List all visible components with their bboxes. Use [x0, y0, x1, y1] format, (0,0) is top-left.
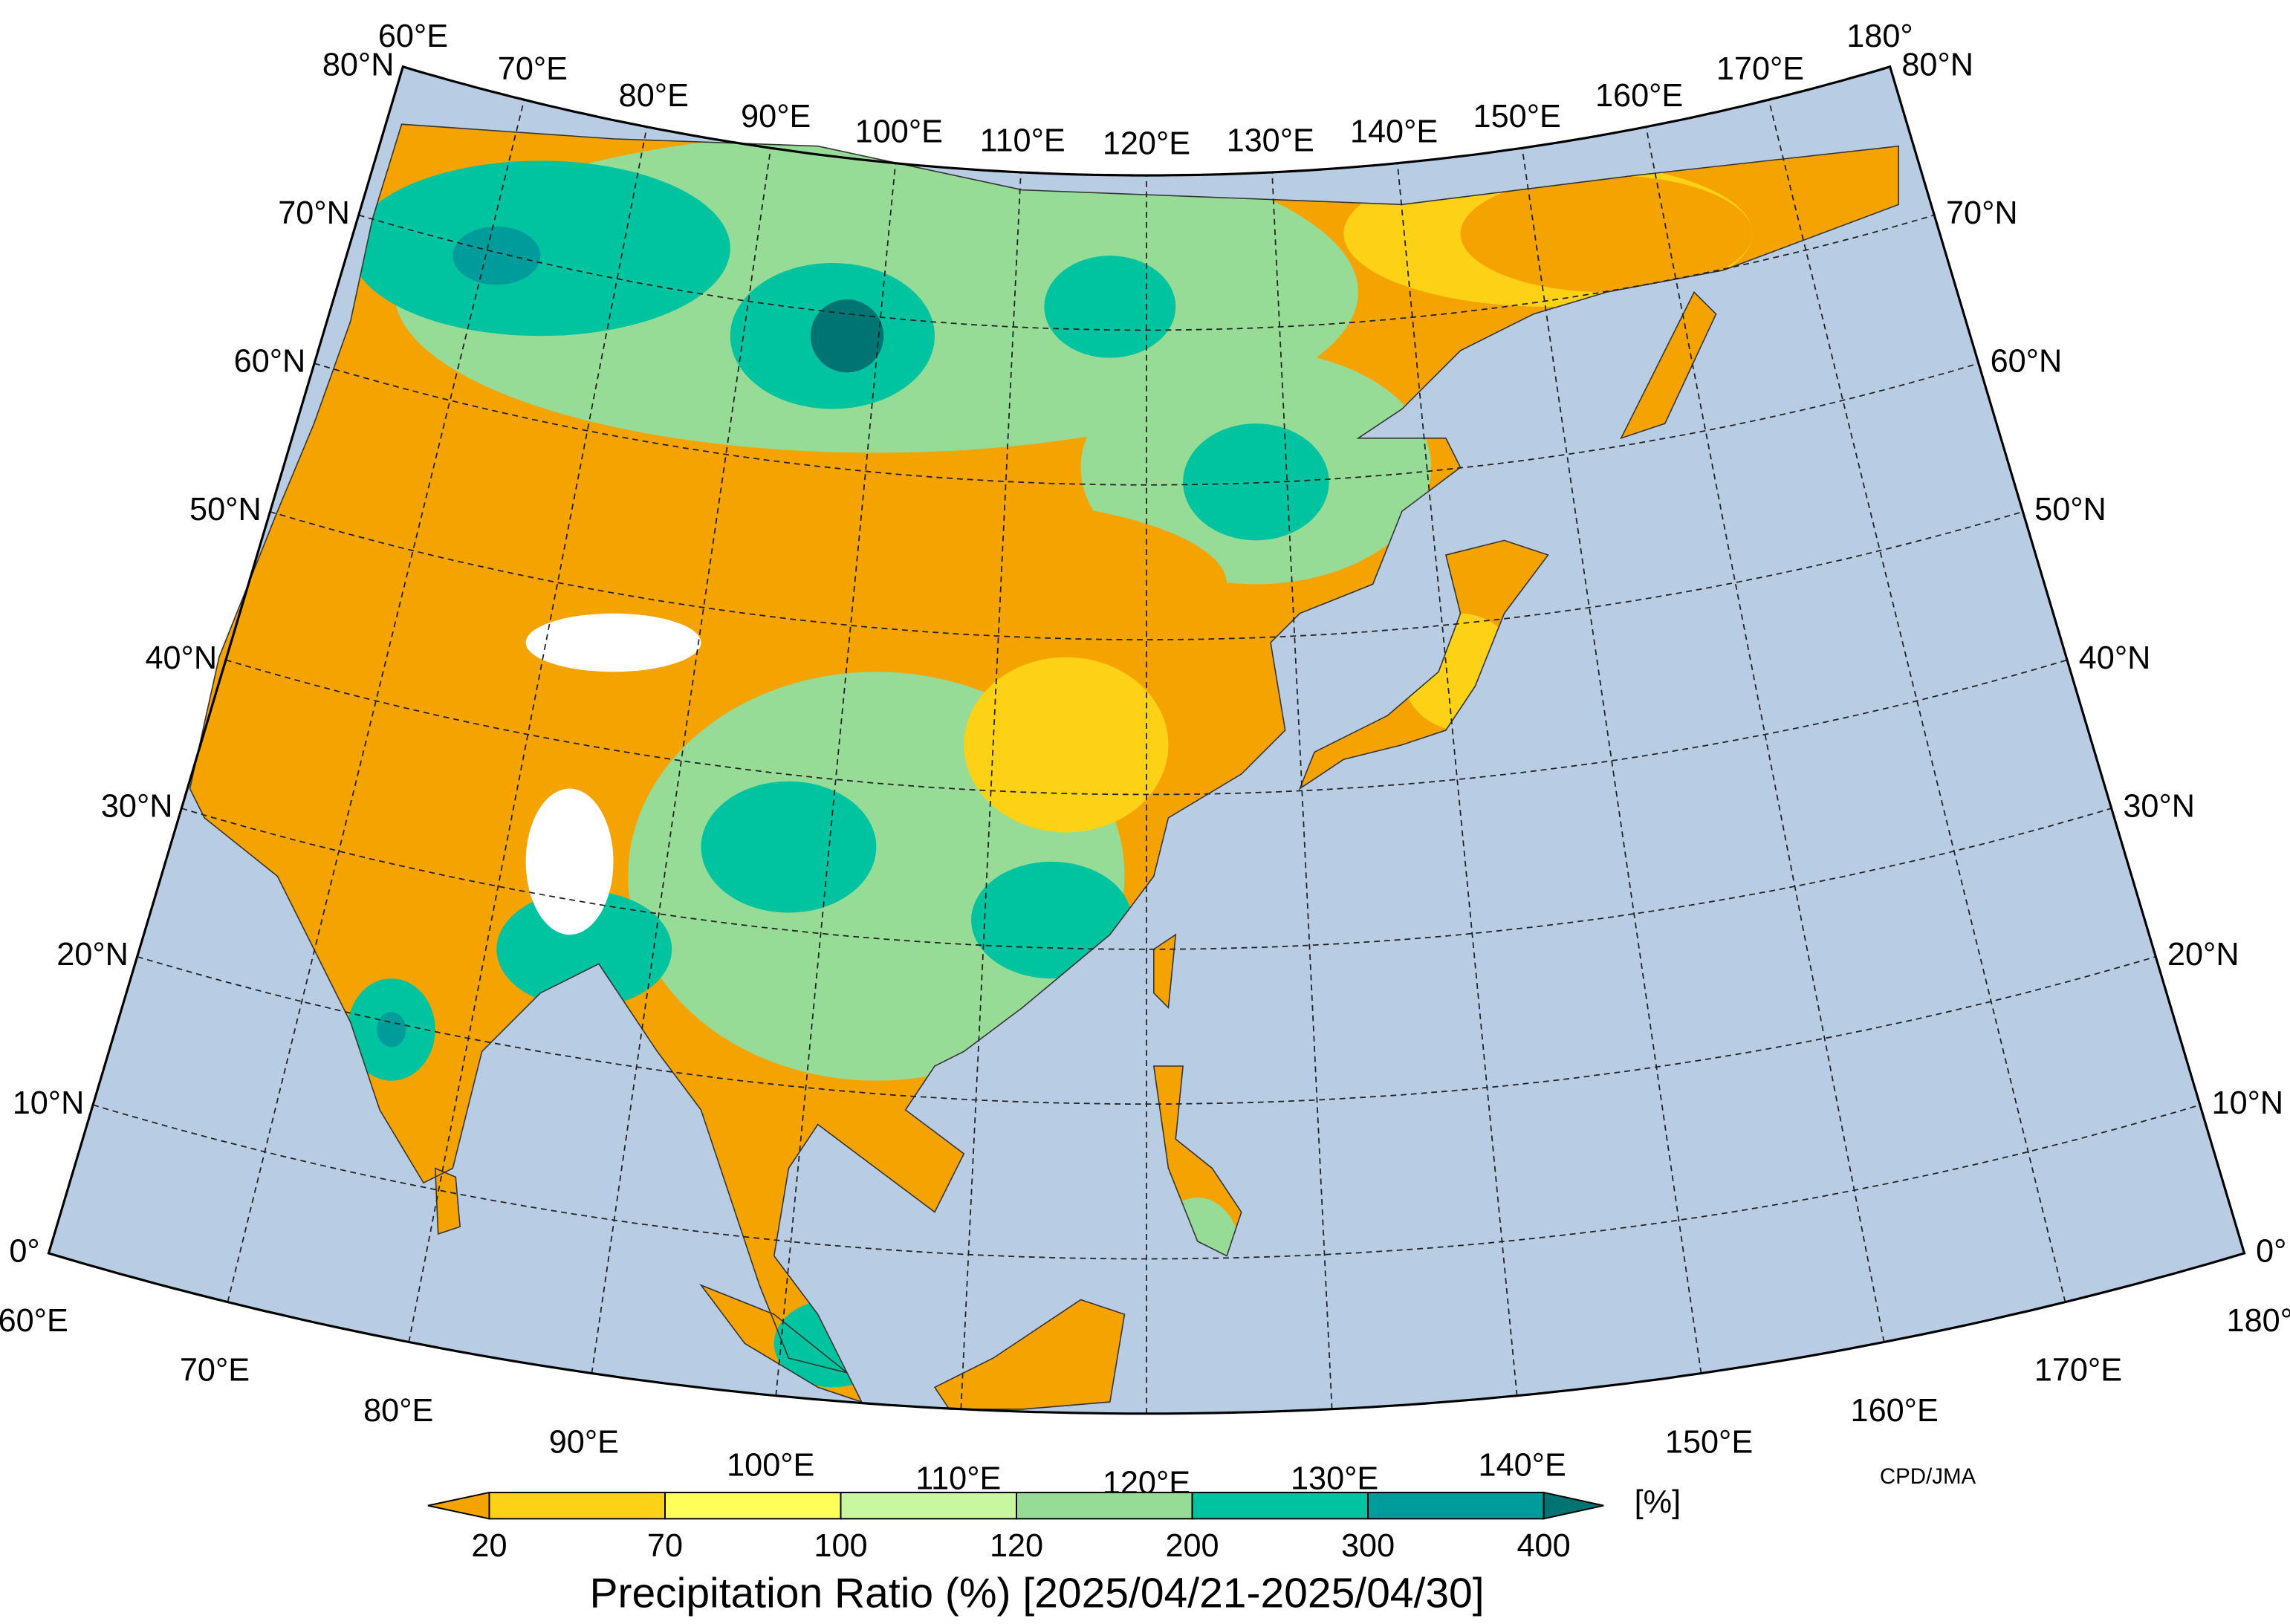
lon-label-bottom: 100°E	[727, 1447, 814, 1483]
ratio-area	[453, 226, 541, 285]
lon-label-bottom: 70°E	[180, 1352, 250, 1388]
lat-label-right: 40°N	[2079, 640, 2151, 676]
colorbar-tick-label: 70	[647, 1528, 683, 1564]
lat-label-right: 30°N	[2123, 788, 2195, 824]
ratio-area	[964, 657, 1169, 833]
lon-label-top: 100°E	[855, 114, 943, 149]
lon-label-top: 120°E	[1103, 126, 1190, 161]
colorbar-segment	[664, 1491, 842, 1520]
colorbar-tick-label: 120	[990, 1528, 1043, 1564]
lat-label-right: 20°N	[2167, 937, 2239, 972]
ratio-area	[810, 299, 884, 373]
lat-label-right: 80°N	[1901, 47, 1973, 82]
lon-label-bottom: 130°E	[1291, 1461, 1378, 1497]
colorbar-tick-label: 100	[814, 1528, 867, 1564]
ratio-area	[1044, 256, 1176, 358]
credit: CPD/JMA	[1880, 1464, 1976, 1489]
lon-label-top: 70°E	[498, 51, 568, 87]
lon-label-bottom: 150°E	[1665, 1425, 1753, 1461]
no-data	[525, 788, 614, 935]
colorbar-tick-label: 20	[471, 1528, 507, 1564]
meridian	[775, 163, 897, 1396]
colorbar: 20 70 100 120 200 300 400	[427, 1491, 1604, 1564]
meridian	[1645, 126, 1885, 1342]
lon-label-top: 90°E	[741, 99, 811, 134]
land	[189, 123, 1900, 1410]
lat-label-left: 10°N	[13, 1085, 85, 1121]
colorbar-tick-label: 300	[1341, 1528, 1395, 1564]
lat-label-left: 80°N	[322, 47, 395, 82]
meridian	[960, 172, 1022, 1409]
meridian	[1768, 100, 2066, 1302]
colorbar-segment	[1367, 1491, 1545, 1520]
ratio-area	[642, 496, 1227, 672]
lon-label-top: 110°E	[980, 123, 1065, 158]
lon-label-top: 130°E	[1227, 123, 1314, 158]
lon-label-top: 160°E	[1595, 78, 1683, 114]
ratio-area	[1183, 423, 1329, 541]
meridian	[1396, 163, 1518, 1396]
ratio-shading	[347, 131, 1753, 1388]
colorbar-under	[427, 1491, 490, 1520]
lon-label-bottom: 80°E	[363, 1393, 433, 1429]
lon-label-top: 80°E	[619, 78, 689, 114]
colorbar-tick-label: 200	[1165, 1528, 1219, 1564]
lat-label-right: 0°	[2256, 1233, 2286, 1269]
parallel	[314, 363, 1979, 486]
graticule	[47, 65, 2246, 1415]
ratio-area	[350, 160, 730, 337]
map-border	[47, 65, 2246, 1415]
lat-label-right: 10°N	[2212, 1085, 2284, 1121]
lon-label-bottom: 170°E	[2034, 1352, 2122, 1388]
lat-label-left: 40°N	[145, 640, 217, 676]
meridian	[1521, 148, 1702, 1374]
colorbar-title: Precipitation Ratio (%) [2025/04/21-2025…	[589, 1570, 1484, 1617]
lat-label-left: 30°N	[101, 788, 173, 824]
colorbar-over	[1543, 1491, 1604, 1520]
ratio-area	[377, 1012, 406, 1048]
ratio-area	[496, 891, 672, 1008]
lat-label-right: 50°N	[2034, 492, 2106, 527]
lon-label-bottom: 90°E	[549, 1425, 619, 1461]
lat-label-right: 60°N	[1991, 344, 2063, 380]
graticule-labels: 60°E 70°E 80°E 90°E 100°E 110°E 120°E 130°E 140°…	[0, 19, 2290, 1501]
colorbar-segment	[488, 1491, 666, 1520]
lon-label-bottom: 60°E	[0, 1303, 68, 1339]
lon-label-bottom: 180°	[2227, 1303, 2290, 1339]
lat-label-left: 60°N	[234, 344, 306, 380]
lon-label-top: 180°	[1846, 19, 1913, 54]
lat-label-left: 70°N	[278, 195, 350, 231]
ratio-area	[1460, 175, 1753, 293]
meridian	[408, 126, 648, 1342]
colorbar-segment	[1016, 1491, 1193, 1520]
lon-label-bottom: 110°E	[915, 1461, 1001, 1497]
lon-label-top: 60°E	[378, 19, 448, 54]
colorbar-segment	[840, 1491, 1018, 1520]
lon-label-top: 150°E	[1473, 99, 1561, 134]
lat-label-left: 0°	[9, 1233, 39, 1269]
meridian	[591, 148, 772, 1374]
lat-label-left: 50°N	[189, 492, 262, 527]
colorbar-segment	[1191, 1491, 1369, 1520]
ratio-area	[701, 781, 877, 913]
lon-label-bottom: 140°E	[1479, 1447, 1566, 1483]
colorbar-tick-label: 400	[1517, 1528, 1571, 1564]
lat-label-right: 70°N	[1946, 195, 2018, 231]
lon-label-top: 170°E	[1716, 51, 1804, 87]
lon-label-bottom: 160°E	[1851, 1393, 1939, 1429]
no-data	[525, 613, 701, 672]
meridian	[1271, 172, 1333, 1409]
lon-label-top: 140°E	[1350, 114, 1438, 149]
colorbar-unit: [%]	[1635, 1484, 1681, 1520]
lat-label-left: 20°N	[56, 937, 129, 972]
meridian	[227, 100, 525, 1302]
